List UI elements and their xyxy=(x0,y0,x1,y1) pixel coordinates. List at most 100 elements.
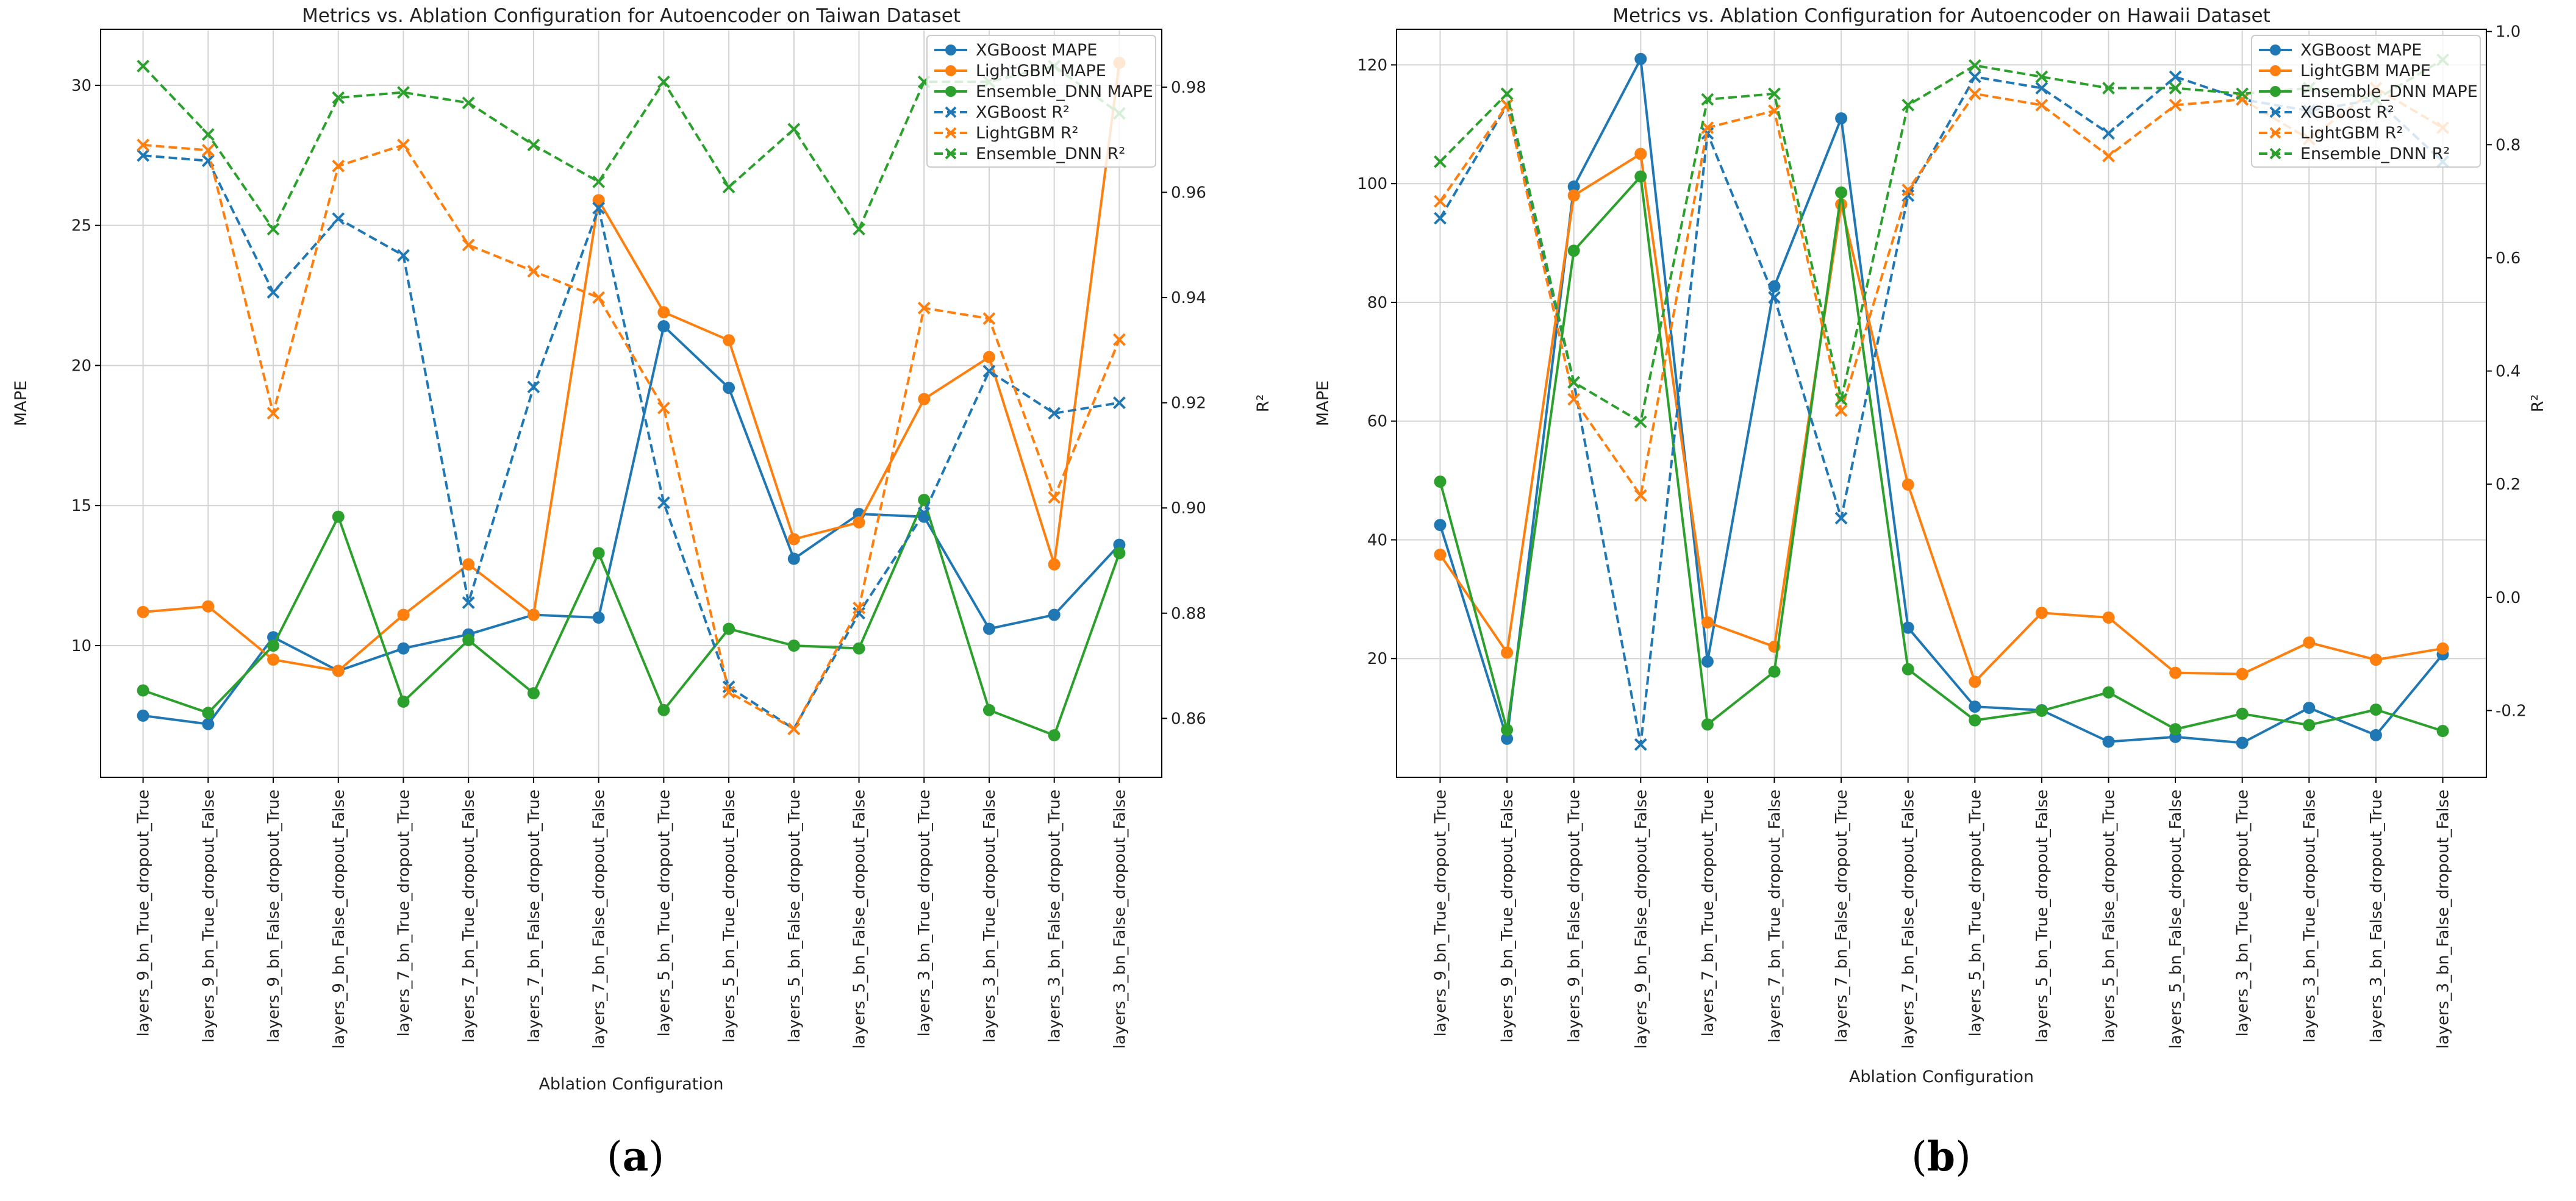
data-point xyxy=(1701,616,1714,629)
y-right-tick-label: 0.90 xyxy=(1171,499,1206,518)
data-point xyxy=(1834,404,1848,417)
data-point xyxy=(1902,663,1914,675)
y-tick-label: 10 xyxy=(71,637,91,655)
data-point xyxy=(1835,112,1848,125)
data-point xyxy=(723,622,735,635)
data-point xyxy=(397,86,410,99)
data-point xyxy=(1969,675,1981,688)
data-point xyxy=(397,608,410,621)
y-axis-label: MAPE xyxy=(1314,380,1333,426)
x-tick-label: layers_7_bn_False_dropout_True xyxy=(1833,789,1851,1042)
data-point xyxy=(1434,519,1447,532)
data-point xyxy=(1634,415,1647,429)
data-point xyxy=(723,382,735,394)
data-point xyxy=(787,640,800,652)
chart-taiwan: Metrics vs. Ablation Configuration for A… xyxy=(12,5,1273,1180)
data-point xyxy=(1701,718,1714,731)
legend: XGBoost MAPE LightGBM MAPE Ensemble_DNN MA… xyxy=(926,35,1156,168)
data-point xyxy=(1434,212,1447,225)
data-point xyxy=(462,238,475,252)
data-point xyxy=(1434,476,1447,488)
panel-label: (b) xyxy=(1911,1133,1971,1180)
legend-swatch-marker xyxy=(945,45,956,55)
x-tick-label: layers_3_bn_False_dropout_False xyxy=(2435,789,2453,1049)
data-point xyxy=(853,516,865,529)
panel-label-letter: b xyxy=(1927,1133,1955,1180)
legend-label: LightGBM MAPE xyxy=(2300,62,2431,80)
panel-label-letter: a xyxy=(623,1133,649,1180)
x-tick-label: layers_5_bn_False_dropout_True xyxy=(2100,789,2119,1042)
data-point xyxy=(918,494,931,507)
data-point xyxy=(1902,184,1915,197)
x-tick-label: layers_3_bn_True_dropout_False xyxy=(2300,789,2319,1042)
data-point xyxy=(917,507,931,520)
series-line xyxy=(142,496,1121,737)
chart-title: Metrics vs. Ablation Configuration for A… xyxy=(302,5,961,27)
data-point xyxy=(592,175,606,188)
data-point xyxy=(657,704,670,716)
data-point xyxy=(2102,82,2115,94)
data-point xyxy=(1113,538,1126,551)
panel-label-open: ( xyxy=(607,1133,623,1180)
data-point xyxy=(1501,732,1514,745)
data-point xyxy=(1968,87,1981,101)
data-point xyxy=(1634,170,1647,183)
data-point xyxy=(1634,738,1647,751)
data-point xyxy=(397,695,410,708)
x-tick-label: layers_9_bn_True_dropout_True xyxy=(135,789,153,1036)
x-tick-label: layers_9_bn_False_dropout_True xyxy=(265,789,283,1042)
data-point xyxy=(722,685,735,699)
y-right-tick-label: 1.0 xyxy=(2496,23,2521,41)
data-point xyxy=(2102,735,2115,748)
data-point xyxy=(1112,333,1126,346)
legend-label: XGBoost R² xyxy=(976,103,1070,122)
x-tick-label: layers_3_bn_False_dropout_True xyxy=(2367,789,2386,1042)
x-tick-label: layers_5_bn_False_dropout_False xyxy=(851,789,869,1049)
data-point xyxy=(137,149,150,162)
data-point xyxy=(2035,98,2048,112)
data-point xyxy=(137,684,149,697)
series-line xyxy=(1439,173,2444,732)
legend-label: XGBoost MAPE xyxy=(976,41,1097,60)
data-point xyxy=(201,128,215,141)
data-point xyxy=(592,194,605,207)
y-tick-label: 15 xyxy=(71,497,91,515)
data-point xyxy=(592,201,606,215)
y-right-tick-label: 0.8 xyxy=(2496,136,2521,154)
data-point xyxy=(982,704,995,716)
series-lightgbm-r- xyxy=(137,138,1126,736)
data-point xyxy=(1701,93,1714,106)
data-point xyxy=(1768,291,1781,304)
data-point xyxy=(2369,703,2382,716)
y-right-tick-label: 0.86 xyxy=(1171,710,1206,728)
data-point xyxy=(2236,87,2249,101)
x-tick-label: layers_5_bn_False_dropout_False xyxy=(2167,789,2185,1049)
data-point xyxy=(1048,491,1061,504)
x-tick-label: layers_7_bn_False_dropout_False xyxy=(590,789,609,1049)
y-right-tick-label: 0.6 xyxy=(2496,249,2521,268)
data-point xyxy=(1567,376,1581,389)
y-right-tick-label: 0.0 xyxy=(2496,589,2521,607)
data-point xyxy=(592,547,605,560)
x-axis-label: Ablation Configuration xyxy=(1849,1067,2034,1086)
x-tick-label: layers_7_bn_True_dropout_True xyxy=(395,789,413,1036)
data-point xyxy=(592,291,606,304)
legend-label: Ensemble_DNN MAPE xyxy=(2300,82,2478,101)
data-point xyxy=(2035,607,2048,619)
data-point xyxy=(2169,666,2182,679)
legend-swatch-marker xyxy=(2270,45,2281,55)
x-tick-label: layers_7_bn_False_dropout_False xyxy=(1900,789,1918,1049)
data-point xyxy=(2303,636,2316,649)
data-point xyxy=(137,59,150,73)
data-point xyxy=(2035,82,2048,94)
data-point xyxy=(137,605,149,618)
data-point xyxy=(2236,736,2249,749)
series-ensemble-dnn-mape xyxy=(1434,170,2449,738)
data-point xyxy=(787,552,800,565)
series-line xyxy=(1439,75,2444,745)
y-axis-label: MAPE xyxy=(12,380,30,426)
x-tick-label: layers_7_bn_True_dropout_False xyxy=(1766,789,1784,1042)
data-point xyxy=(267,223,280,236)
data-point xyxy=(982,312,996,325)
data-point xyxy=(462,596,475,609)
